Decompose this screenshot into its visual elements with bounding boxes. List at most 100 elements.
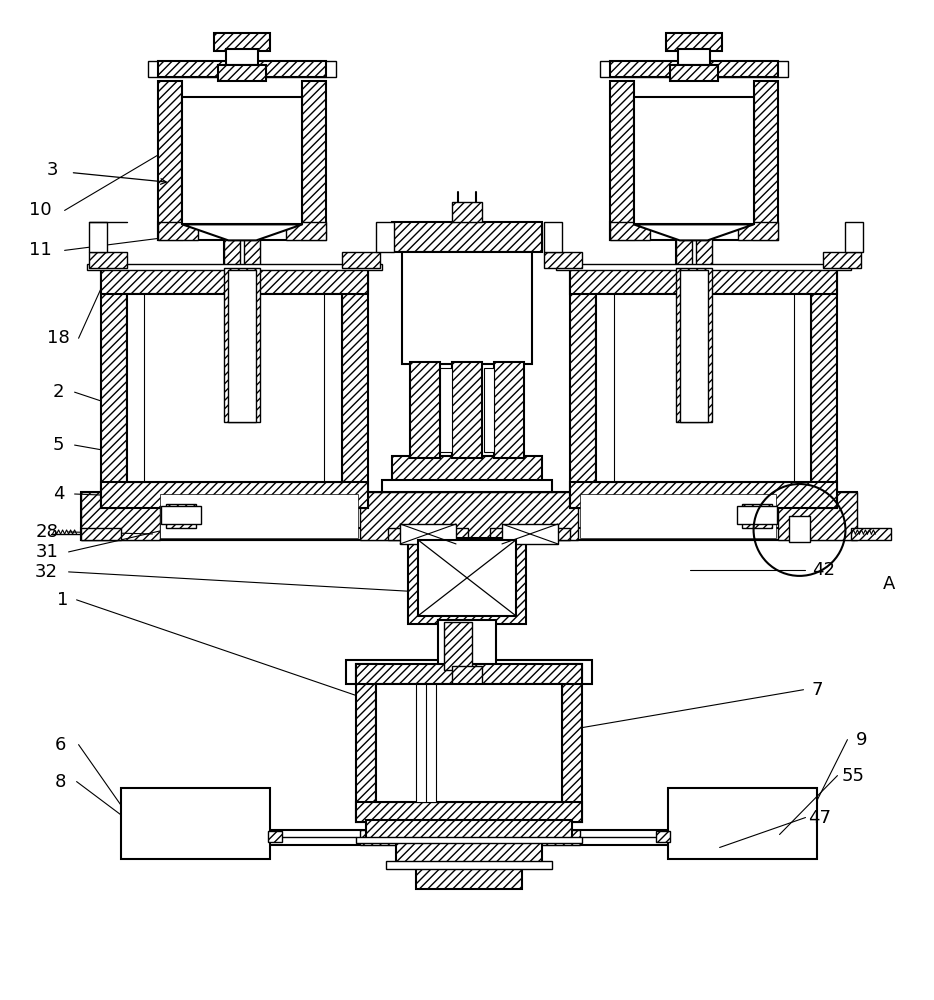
Bar xyxy=(80,492,161,540)
Bar xyxy=(159,81,182,240)
Bar xyxy=(101,268,368,294)
Bar xyxy=(161,494,358,538)
Bar xyxy=(670,65,717,81)
Bar xyxy=(788,516,811,542)
Bar xyxy=(610,61,777,77)
Bar xyxy=(600,61,787,77)
Bar xyxy=(342,268,368,508)
Bar xyxy=(580,494,775,538)
Bar xyxy=(392,222,542,252)
Bar xyxy=(361,492,578,540)
Text: 6: 6 xyxy=(55,736,66,754)
Bar xyxy=(215,33,270,51)
Text: 18: 18 xyxy=(48,329,70,347)
Bar xyxy=(502,524,558,544)
Bar xyxy=(224,268,261,422)
Bar xyxy=(226,49,259,65)
Text: 3: 3 xyxy=(47,161,58,179)
Bar xyxy=(737,506,776,524)
Bar xyxy=(224,236,261,300)
Bar xyxy=(356,664,582,684)
Bar xyxy=(738,222,777,240)
Text: 32: 32 xyxy=(35,563,58,581)
Text: 9: 9 xyxy=(856,731,867,749)
Bar xyxy=(675,236,692,300)
Bar xyxy=(166,504,196,528)
Bar xyxy=(544,252,582,268)
Bar xyxy=(656,831,670,842)
Bar xyxy=(444,622,472,670)
Bar xyxy=(452,362,482,458)
Bar xyxy=(268,831,282,842)
Bar xyxy=(245,236,261,300)
Bar xyxy=(852,528,891,540)
Bar xyxy=(484,368,494,452)
Bar xyxy=(159,222,198,240)
Bar xyxy=(376,684,562,802)
Bar xyxy=(126,294,342,482)
Bar xyxy=(161,830,240,845)
Bar xyxy=(89,222,106,252)
Bar xyxy=(416,865,522,889)
Bar xyxy=(490,528,570,540)
Bar xyxy=(696,236,712,300)
Bar xyxy=(634,97,754,224)
Bar xyxy=(666,33,722,51)
Bar xyxy=(120,788,270,859)
Text: 28: 28 xyxy=(35,523,58,541)
Bar xyxy=(675,268,712,422)
Bar xyxy=(182,97,303,224)
Bar xyxy=(224,236,240,300)
Bar xyxy=(490,528,857,540)
Text: 31: 31 xyxy=(35,543,58,561)
Bar xyxy=(303,81,326,240)
Text: A: A xyxy=(884,575,896,593)
Bar xyxy=(80,528,120,540)
Text: 10: 10 xyxy=(29,201,52,219)
Bar xyxy=(396,839,542,867)
Bar xyxy=(159,222,326,240)
Text: 8: 8 xyxy=(55,773,66,791)
Bar xyxy=(356,664,376,822)
Bar xyxy=(101,482,368,508)
Bar xyxy=(382,480,552,492)
Bar xyxy=(562,664,582,822)
Text: 11: 11 xyxy=(29,241,52,259)
Bar xyxy=(87,264,382,270)
Bar xyxy=(680,270,708,422)
Bar xyxy=(286,222,326,240)
Bar xyxy=(149,61,336,77)
Bar xyxy=(440,368,452,452)
Bar xyxy=(228,270,256,422)
Polygon shape xyxy=(182,224,303,240)
Text: 42: 42 xyxy=(812,561,835,579)
Bar xyxy=(610,81,634,240)
Bar xyxy=(698,830,777,845)
Bar xyxy=(389,528,468,540)
Bar xyxy=(438,620,496,694)
Bar xyxy=(596,294,812,482)
Text: 2: 2 xyxy=(53,383,64,401)
Polygon shape xyxy=(634,224,754,240)
Bar xyxy=(556,264,852,270)
Bar xyxy=(610,222,650,240)
Bar xyxy=(544,222,562,252)
Bar xyxy=(452,202,482,222)
Bar xyxy=(812,268,838,508)
Bar xyxy=(101,268,126,508)
Text: 55: 55 xyxy=(842,767,865,785)
Bar xyxy=(386,861,552,869)
Bar xyxy=(668,788,817,859)
Bar xyxy=(845,222,863,252)
Text: 4: 4 xyxy=(53,485,64,503)
Text: 5: 5 xyxy=(53,436,64,454)
Bar xyxy=(161,830,777,845)
Bar xyxy=(570,268,596,508)
Bar xyxy=(403,252,531,364)
Bar xyxy=(777,492,857,540)
Bar xyxy=(742,504,771,528)
Bar xyxy=(570,268,838,294)
Bar xyxy=(89,252,126,268)
Bar xyxy=(159,61,326,77)
Bar xyxy=(392,456,542,484)
